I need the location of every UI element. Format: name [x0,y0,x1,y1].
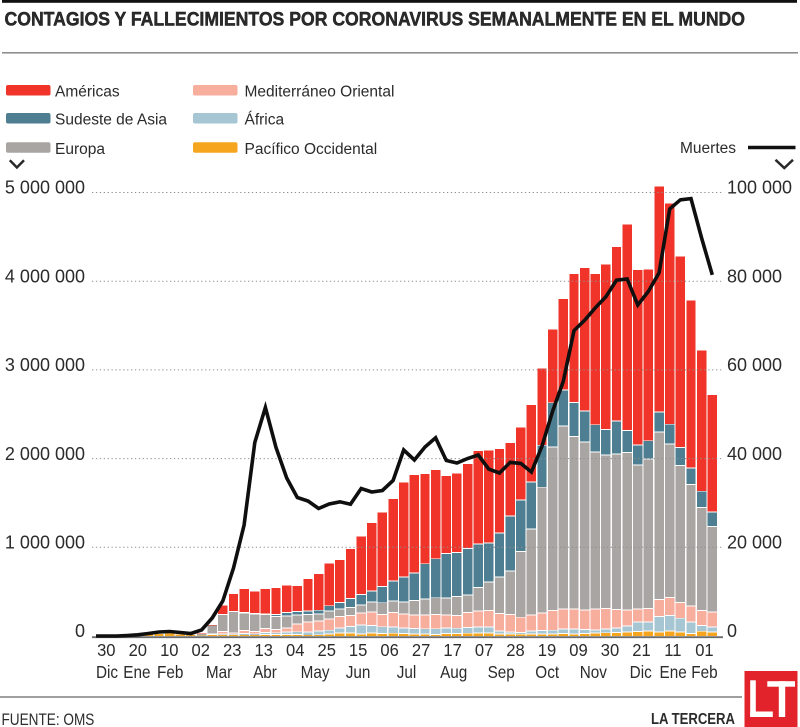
svg-text:23: 23 [223,639,241,660]
svg-text:0: 0 [727,621,737,641]
svg-text:Feb: Feb [157,662,183,682]
svg-text:40 000: 40 000 [727,444,782,464]
svg-text:3 000 000: 3 000 000 [5,355,85,375]
svg-text:60 000: 60 000 [727,355,782,375]
svg-text:Ene: Ene [123,662,150,682]
svg-text:Ene: Ene [659,662,686,682]
svg-text:80 000: 80 000 [727,266,782,286]
svg-text:28: 28 [506,639,524,660]
svg-text:21: 21 [632,639,650,660]
svg-text:20: 20 [129,639,147,660]
svg-text:May: May [301,662,330,682]
svg-text:01: 01 [695,639,713,660]
svg-text:09: 09 [569,639,587,660]
svg-text:20 000: 20 000 [727,533,782,553]
svg-text:30: 30 [97,639,115,660]
svg-text:Feb: Feb [691,662,717,682]
svg-text:FUENTE: OMS: FUENTE: OMS [2,711,95,727]
svg-text:Pacífico Occidental: Pacífico Occidental [245,141,378,158]
svg-text:13: 13 [254,639,272,660]
svg-text:19: 19 [538,639,556,660]
svg-text:Muertes: Muertes [680,140,736,157]
svg-text:27: 27 [412,639,430,660]
svg-text:4 000 000: 4 000 000 [5,266,85,286]
svg-text:15: 15 [349,639,367,660]
svg-text:02: 02 [191,639,209,660]
svg-text:CONTAGIOS Y FALLECIMIENTOS POR: CONTAGIOS Y FALLECIMIENTOS POR CORONAVIR… [5,8,746,30]
svg-text:Dic: Dic [630,662,652,682]
svg-text:07: 07 [475,639,493,660]
svg-text:Oct: Oct [535,662,559,682]
svg-text:100 000: 100 000 [727,178,792,198]
svg-text:Sep: Sep [488,662,515,682]
svg-text:Mediterráneo Oriental: Mediterráneo Oriental [245,84,395,101]
svg-text:Aug: Aug [440,662,467,682]
svg-text:04: 04 [286,639,305,660]
svg-text:25: 25 [317,639,335,660]
svg-text:LA TERCERA: LA TERCERA [651,711,735,727]
svg-text:1 000 000: 1 000 000 [5,533,85,553]
svg-text:Dic: Dic [96,662,118,682]
svg-text:Europa: Europa [55,141,105,158]
svg-text:10: 10 [160,639,178,660]
svg-text:África: África [245,112,285,129]
svg-text:17: 17 [443,639,461,660]
svg-text:Mar: Mar [206,662,233,682]
svg-text:Abr: Abr [253,662,277,682]
svg-text:2 000 000: 2 000 000 [5,444,85,464]
svg-text:Jul: Jul [397,662,417,682]
svg-text:Nov: Nov [580,662,608,682]
svg-text:0: 0 [75,621,85,641]
svg-text:06: 06 [380,639,398,660]
svg-text:5 000 000: 5 000 000 [5,178,85,198]
svg-text:Jun: Jun [346,662,371,682]
svg-text:11: 11 [664,639,681,660]
svg-text:Sudeste de Asia: Sudeste de Asia [55,112,167,129]
svg-text:30: 30 [601,639,619,660]
svg-text:Américas: Américas [55,84,120,101]
